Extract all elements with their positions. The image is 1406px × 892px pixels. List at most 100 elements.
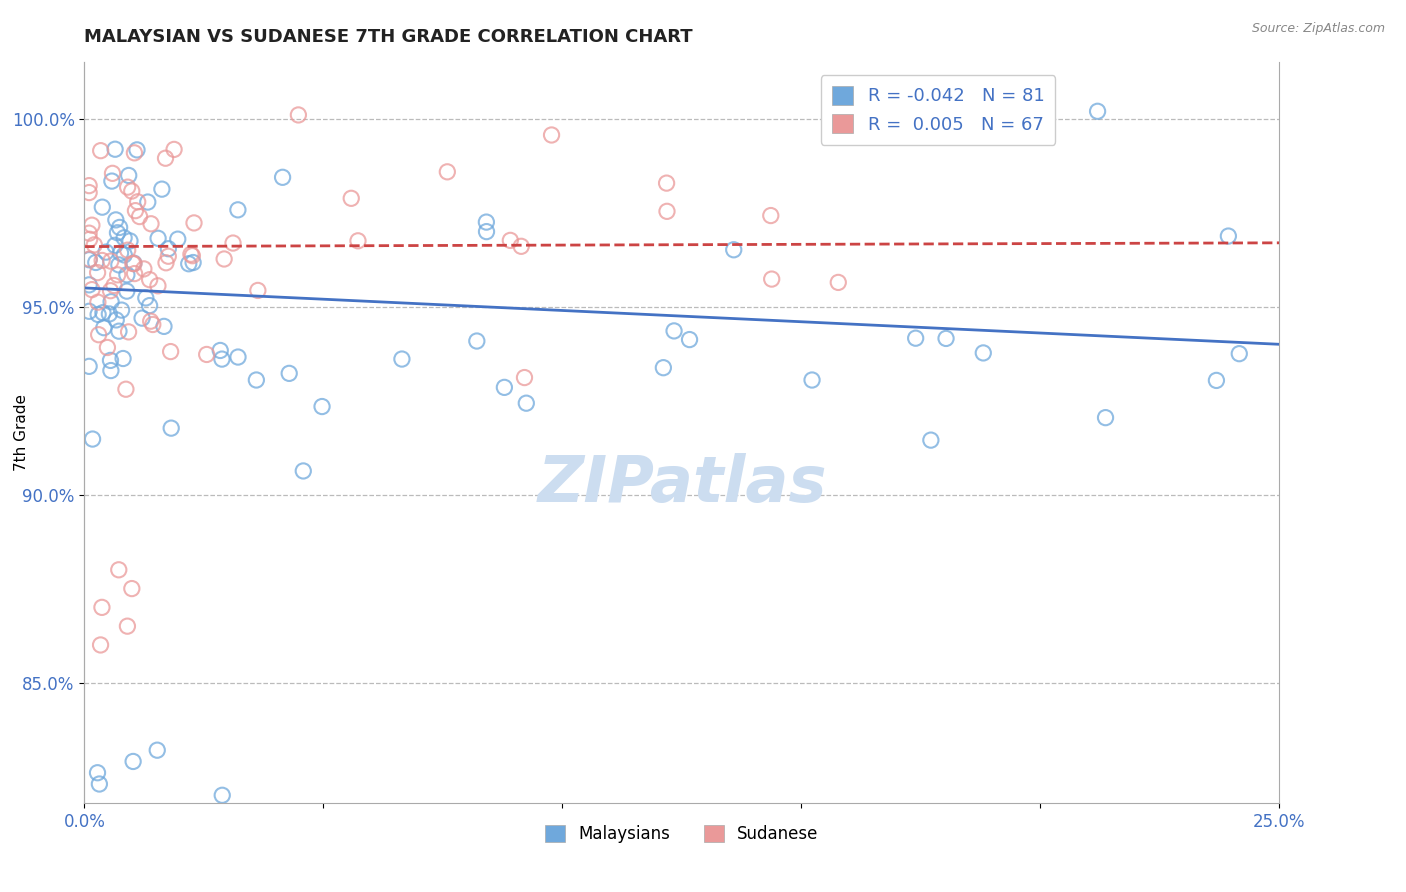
Point (761, 272, 783, 286)
Point (77, 277, 100, 292)
Point (1227, 346, 1250, 360)
Point (136, 195, 159, 210)
Point (163, 143, 186, 157)
Point (972, 346, 994, 360)
Point (91, 253, 114, 268)
Point (107, 226, 129, 240)
Point (115, 284, 138, 298)
Point (117, 180, 139, 194)
Point (86, 266, 108, 280)
Point (107, 563, 129, 577)
Point (499, 233, 522, 247)
Point (91, 306, 114, 320)
Point (84, 255, 107, 269)
Point (91, 200, 114, 214)
Point (436, 165, 458, 179)
Point (77, 304, 100, 318)
Point (117, 325, 139, 339)
Point (1094, 410, 1116, 425)
Point (132, 261, 155, 276)
Point (79, 252, 101, 266)
Point (655, 176, 678, 190)
Point (226, 350, 249, 364)
Point (139, 217, 162, 231)
Point (465, 334, 488, 348)
Point (112, 351, 135, 366)
Point (157, 249, 180, 263)
Point (142, 318, 165, 332)
Point (80, 218, 103, 232)
Point (146, 231, 169, 245)
Point (155, 256, 177, 270)
Point (540, 128, 562, 142)
Point (212, 252, 235, 266)
Point (118, 169, 141, 183)
Text: ZIPatlas: ZIPatlas (537, 453, 827, 516)
Point (108, 220, 131, 235)
Point (150, 182, 173, 196)
Point (801, 373, 824, 387)
Point (104, 142, 127, 156)
Legend: Malaysians, Sudanese: Malaysians, Sudanese (538, 819, 825, 850)
Point (122, 755, 145, 769)
Point (494, 380, 516, 394)
Point (110, 303, 132, 318)
Point (108, 324, 131, 338)
Point (100, 254, 122, 268)
Point (159, 344, 181, 359)
Point (181, 255, 204, 269)
Point (515, 396, 537, 410)
Point (91, 600, 114, 615)
Point (96, 341, 118, 355)
Point (104, 213, 127, 227)
Point (935, 331, 957, 345)
Y-axis label: 7th Grade: 7th Grade (14, 394, 28, 471)
Point (121, 256, 143, 270)
Point (110, 246, 132, 260)
Point (222, 235, 245, 250)
Point (759, 209, 782, 223)
Point (226, 202, 249, 217)
Point (115, 382, 138, 396)
Point (1218, 229, 1240, 244)
Point (292, 464, 315, 478)
Point (146, 743, 169, 757)
Point (100, 363, 122, 377)
Point (115, 268, 138, 282)
Point (827, 276, 849, 290)
Point (180, 247, 202, 261)
Point (195, 347, 218, 361)
Point (181, 249, 204, 263)
Point (271, 170, 294, 185)
Point (340, 191, 363, 205)
Point (177, 257, 200, 271)
Text: Source: ZipAtlas.com: Source: ZipAtlas.com (1251, 22, 1385, 36)
Point (77, 226, 100, 240)
Point (82, 432, 104, 446)
Point (662, 324, 685, 338)
Point (87, 327, 110, 342)
Point (128, 210, 150, 224)
Point (94, 245, 117, 260)
Point (104, 238, 127, 252)
Point (93, 320, 115, 334)
Point (80, 283, 103, 297)
Point (125, 143, 148, 157)
Point (103, 278, 125, 293)
Point (77, 186, 100, 200)
Point (131, 311, 153, 326)
Point (160, 421, 183, 435)
Point (475, 215, 498, 229)
Point (117, 243, 139, 257)
Point (101, 174, 124, 188)
Point (101, 166, 124, 180)
Point (100, 353, 122, 368)
Point (127, 194, 149, 209)
Point (112, 248, 135, 262)
Point (90, 144, 112, 158)
Point (138, 273, 160, 287)
Point (904, 331, 927, 345)
Point (153, 319, 176, 334)
Point (652, 360, 675, 375)
Point (100, 284, 122, 298)
